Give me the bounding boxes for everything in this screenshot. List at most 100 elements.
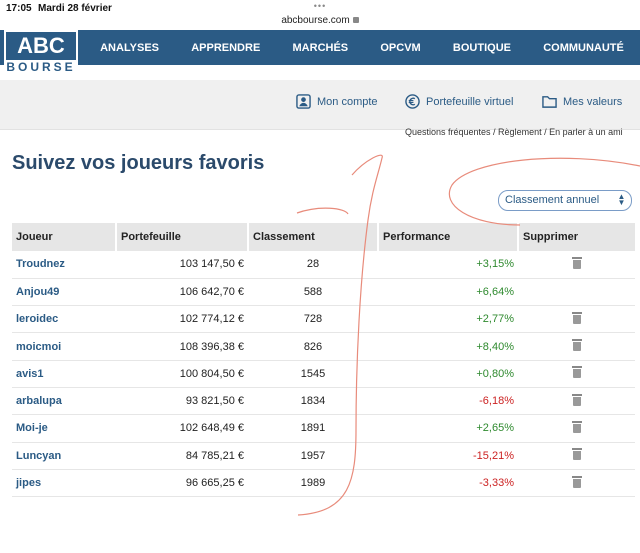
- player-name[interactable]: Luncyan: [12, 442, 116, 470]
- table-row: Moi-je 102 648,49 €1891 +2,65%: [12, 414, 635, 443]
- status-date: Mardi 28 février: [38, 3, 112, 14]
- delete-cell: [518, 414, 635, 443]
- header-portefeuille[interactable]: Portefeuille: [116, 223, 249, 251]
- header-classement[interactable]: Classement: [248, 223, 379, 251]
- performance-value: +2,77%: [378, 305, 518, 334]
- nav-opcvm[interactable]: OPCVM: [380, 41, 421, 54]
- nav-analyses[interactable]: ANALYSES: [100, 41, 159, 54]
- ranking-period-select[interactable]: Classement annuel ▲ ▼: [498, 190, 632, 211]
- status-bar: 17:05 Mardi 28 février ••• abcbourse.com: [0, 0, 640, 30]
- breadcrumb-links[interactable]: Questions fréquentes / Règlement / En pa…: [405, 127, 623, 137]
- account-bar: Mon compte Portefeuille virtuel Mes vale…: [0, 80, 640, 130]
- ranking-value: 826: [248, 332, 378, 361]
- nav-marches[interactable]: MARCHÉS: [292, 41, 349, 54]
- performance-value: +6,64%: [378, 278, 518, 307]
- browser-menu-dots-icon[interactable]: •••: [313, 1, 327, 11]
- trash-icon[interactable]: [571, 420, 582, 433]
- player-name[interactable]: avis1: [12, 360, 116, 388]
- portefeuille-label: Portefeuille virtuel: [426, 95, 514, 108]
- mon-compte-label: Mon compte: [317, 95, 378, 108]
- player-name[interactable]: leroidec: [12, 305, 116, 334]
- performance-value: +0,80%: [378, 360, 518, 388]
- header-supprimer: Supprimer: [518, 223, 635, 251]
- delete-cell: [518, 442, 635, 470]
- nav-apprendre[interactable]: APPRENDRE: [191, 41, 261, 54]
- logo-bourse: BOURSE: [6, 60, 76, 74]
- performance-value: -15,21%: [378, 442, 518, 470]
- player-name[interactable]: moicmoi: [12, 332, 116, 361]
- select-arrows-icon: ▲ ▼: [617, 192, 626, 207]
- nav-boutique[interactable]: BOUTIQUE: [452, 41, 511, 54]
- table-row: arbalupa 93 821,50 €1834 -6,18%: [12, 387, 635, 416]
- nav-bar: [0, 30, 640, 65]
- portfolio-value: 93 821,50 €: [116, 387, 248, 416]
- nav-communaute[interactable]: COMMUNAUTÉ: [543, 41, 624, 54]
- ranking-value: 728: [248, 305, 378, 334]
- portfolio-value: 108 396,38 €: [116, 332, 248, 361]
- logo-abc: ABC: [6, 32, 76, 60]
- delete-cell: [518, 251, 635, 279]
- trash-icon[interactable]: [571, 311, 582, 324]
- portfolio-value: 102 774,12 €: [116, 305, 248, 334]
- ranking-value: 1834: [248, 387, 378, 416]
- players-table: Joueur Portefeuille Classement Performan…: [12, 223, 635, 498]
- portfolio-value: 106 642,70 €: [116, 278, 248, 307]
- portfolio-value: 103 147,50 €: [116, 251, 248, 279]
- page-title: Suivez vos joueurs favoris: [12, 152, 265, 174]
- trash-icon[interactable]: [571, 256, 582, 269]
- performance-value: -3,33%: [378, 469, 518, 498]
- breadcrumb: Questions fréquentes / Règlement / En pa…: [0, 127, 640, 142]
- trash-icon[interactable]: [571, 448, 582, 461]
- player-name[interactable]: Moi-je: [12, 414, 116, 443]
- table-row: Anjou49 106 642,70 €588 +6,64%: [12, 278, 635, 307]
- mon-compte-link[interactable]: Mon compte: [296, 94, 378, 109]
- url-bar[interactable]: abcbourse.com: [0, 15, 640, 26]
- player-name[interactable]: jipes: [12, 469, 116, 498]
- header-performance[interactable]: Performance: [378, 223, 519, 251]
- delete-cell: [518, 332, 635, 361]
- delete-cell: [518, 387, 635, 416]
- delete-cell: [518, 360, 635, 388]
- table-header-row: Joueur Portefeuille Classement Performan…: [12, 223, 635, 251]
- lock-icon: [352, 17, 359, 24]
- performance-value: -6,18%: [378, 387, 518, 416]
- portefeuille-virtuel-link[interactable]: Portefeuille virtuel: [405, 94, 513, 109]
- trash-icon[interactable]: [571, 366, 582, 379]
- ranking-value: 588: [248, 278, 378, 307]
- table-row: moicmoi 108 396,38 €826 +8,40%: [12, 332, 635, 361]
- top-navigation: ABC BOURSE ANALYSES APPRENDRE MARCHÉS OP…: [0, 30, 640, 80]
- nav-items: ANALYSES APPRENDRE MARCHÉS OPCVM BOUTIQU…: [84, 30, 640, 65]
- portfolio-value: 100 804,50 €: [116, 360, 248, 388]
- performance-value: +3,15%: [378, 251, 518, 279]
- ranking-value: 28: [248, 251, 378, 279]
- status-time: 17:05: [6, 3, 32, 14]
- player-name[interactable]: Anjou49: [12, 278, 116, 307]
- delete-cell: [518, 305, 635, 334]
- table-row: Troudnez 103 147,50 €28 +3,15%: [12, 251, 635, 279]
- mes-valeurs-link[interactable]: Mes valeurs: [542, 94, 622, 109]
- trash-icon[interactable]: [571, 393, 582, 406]
- portfolio-value: 96 665,25 €: [116, 469, 248, 498]
- performance-value: +2,65%: [378, 414, 518, 443]
- user-icon: [296, 94, 311, 109]
- delete-cell: [518, 278, 635, 307]
- header-joueur[interactable]: Joueur: [12, 223, 117, 251]
- euro-icon: [405, 94, 420, 109]
- table-row: Luncyan 84 785,21 €1957 -15,21%: [12, 442, 635, 470]
- ranking-value: 1989: [248, 469, 378, 498]
- ranking-value: 1545: [248, 360, 378, 388]
- table-row: jipes 96 665,25 €1989 -3,33%: [12, 469, 635, 498]
- abc-bourse-logo[interactable]: ABC BOURSE: [4, 30, 78, 76]
- player-name[interactable]: Troudnez: [12, 251, 116, 279]
- trash-icon[interactable]: [571, 339, 582, 352]
- trash-icon[interactable]: [571, 475, 582, 488]
- delete-cell: [518, 469, 635, 498]
- player-name[interactable]: arbalupa: [12, 387, 116, 416]
- performance-value: +8,40%: [378, 332, 518, 361]
- select-value: Classement annuel: [505, 194, 600, 206]
- portfolio-value: 102 648,49 €: [116, 414, 248, 443]
- mes-valeurs-label: Mes valeurs: [563, 95, 623, 108]
- portfolio-value: 84 785,21 €: [116, 442, 248, 470]
- ranking-value: 1957: [248, 442, 378, 470]
- ranking-value: 1891: [248, 414, 378, 443]
